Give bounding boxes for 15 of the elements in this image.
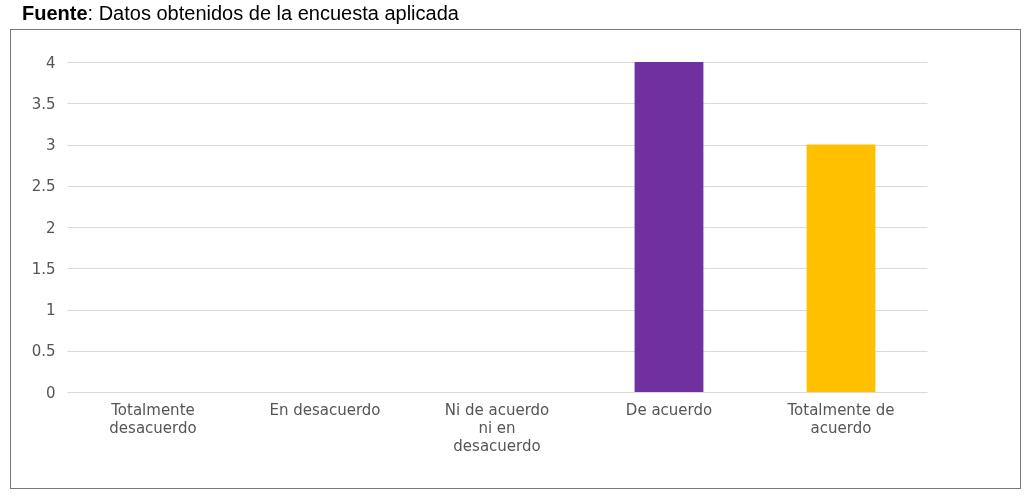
x-tick-label: Totalmente desacuerdo xyxy=(109,400,197,437)
x-tick-label: De acuerdo xyxy=(625,400,713,419)
y-tick-label: 2.5 xyxy=(31,177,56,196)
x-tick-label: En desacuerdo xyxy=(269,400,381,419)
y-tick-label: 0 xyxy=(45,383,56,402)
y-tick-label: 0.5 xyxy=(31,342,56,361)
y-tick-label: 4 xyxy=(45,53,56,72)
y-tick-label: 3.5 xyxy=(31,94,56,113)
y-tick-label: 3 xyxy=(45,136,56,154)
x-tick-label: Totalmente de acuerdo xyxy=(786,400,895,437)
y-tick-label: 1 xyxy=(45,301,56,319)
source-note: Fuente: Datos obtenidos de la encuesta aplicada xyxy=(22,2,460,25)
y-tick-label: 2 xyxy=(45,218,56,237)
x-tick-label: Ni de acuerdo ni en desacuerdo xyxy=(444,400,550,455)
y-tick-label: 1.5 xyxy=(31,259,56,278)
